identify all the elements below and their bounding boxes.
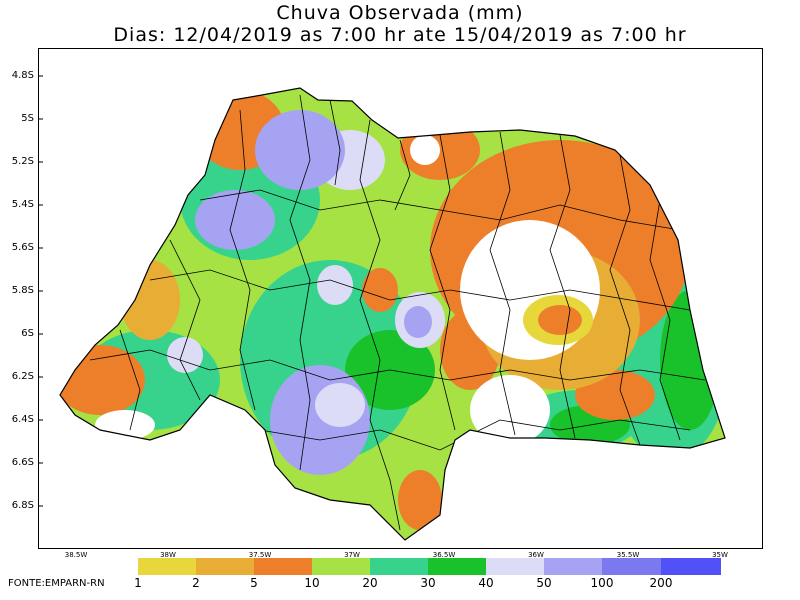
map-title: Chuva Observada (mm): [276, 2, 524, 24]
legend-label: 1: [134, 576, 142, 590]
y-tick-label: 5.6S: [11, 242, 34, 253]
legend-swatch: [254, 558, 312, 575]
y-tick-label: 6.8S: [11, 500, 34, 511]
legend-label: 2: [192, 576, 200, 590]
y-tick-label: 6.6S: [11, 457, 34, 468]
map-subtitle-dates: Dias: 12/04/2019 as 7:00 hr ate 15/04/20…: [113, 24, 687, 46]
source-credit: FONTE:EMPARN-RN: [8, 578, 105, 589]
y-tick-label: 5.4S: [11, 199, 34, 210]
x-tick-label: 37W: [344, 551, 360, 559]
y-tick-label: 6.4S: [11, 414, 34, 425]
y-tick-label: 5S: [21, 113, 34, 124]
legend-label: 200: [649, 576, 673, 590]
legend-label: 5: [250, 576, 258, 590]
rainfall-contours: [60, 88, 725, 540]
legend-swatch: [544, 558, 602, 575]
x-tick-label: 36.5W: [432, 551, 456, 559]
y-tick-label: 5.8S: [11, 285, 34, 296]
x-tick-label: 38.5W: [64, 551, 88, 559]
legend-swatch: [602, 558, 661, 575]
legend-label: 30: [420, 576, 436, 590]
x-tick-label: 35W: [712, 551, 728, 559]
y-axis-ticks: [38, 75, 43, 507]
legend-swatch: [312, 558, 370, 575]
legend-swatch: [661, 558, 721, 575]
map-frame: [38, 48, 763, 549]
legend-swatch: [138, 558, 196, 575]
legend-label: 10: [304, 576, 320, 590]
x-tick-label: 35.5W: [616, 551, 640, 559]
legend-swatch: [196, 558, 254, 575]
legend-swatch: [486, 558, 544, 575]
y-tick-label: 4.8S: [11, 70, 34, 81]
legend-swatch: [370, 558, 428, 575]
legend-label: 50: [536, 576, 552, 590]
legend-label: 40: [478, 576, 494, 590]
x-tick-label: 37.5W: [248, 551, 272, 559]
x-tick-label: 36W: [528, 551, 544, 559]
state-border: [59, 87, 726, 541]
y-tick-label: 6.2S: [11, 371, 34, 382]
legend-swatch: [428, 558, 486, 575]
x-tick-label: 38W: [160, 551, 176, 559]
municipality-boundaries: [89, 94, 706, 531]
legend-label: 100: [590, 576, 614, 590]
y-tick-label: 6S: [21, 328, 34, 339]
legend-label: 20: [362, 576, 378, 590]
y-tick-label: 5.2S: [11, 156, 34, 167]
